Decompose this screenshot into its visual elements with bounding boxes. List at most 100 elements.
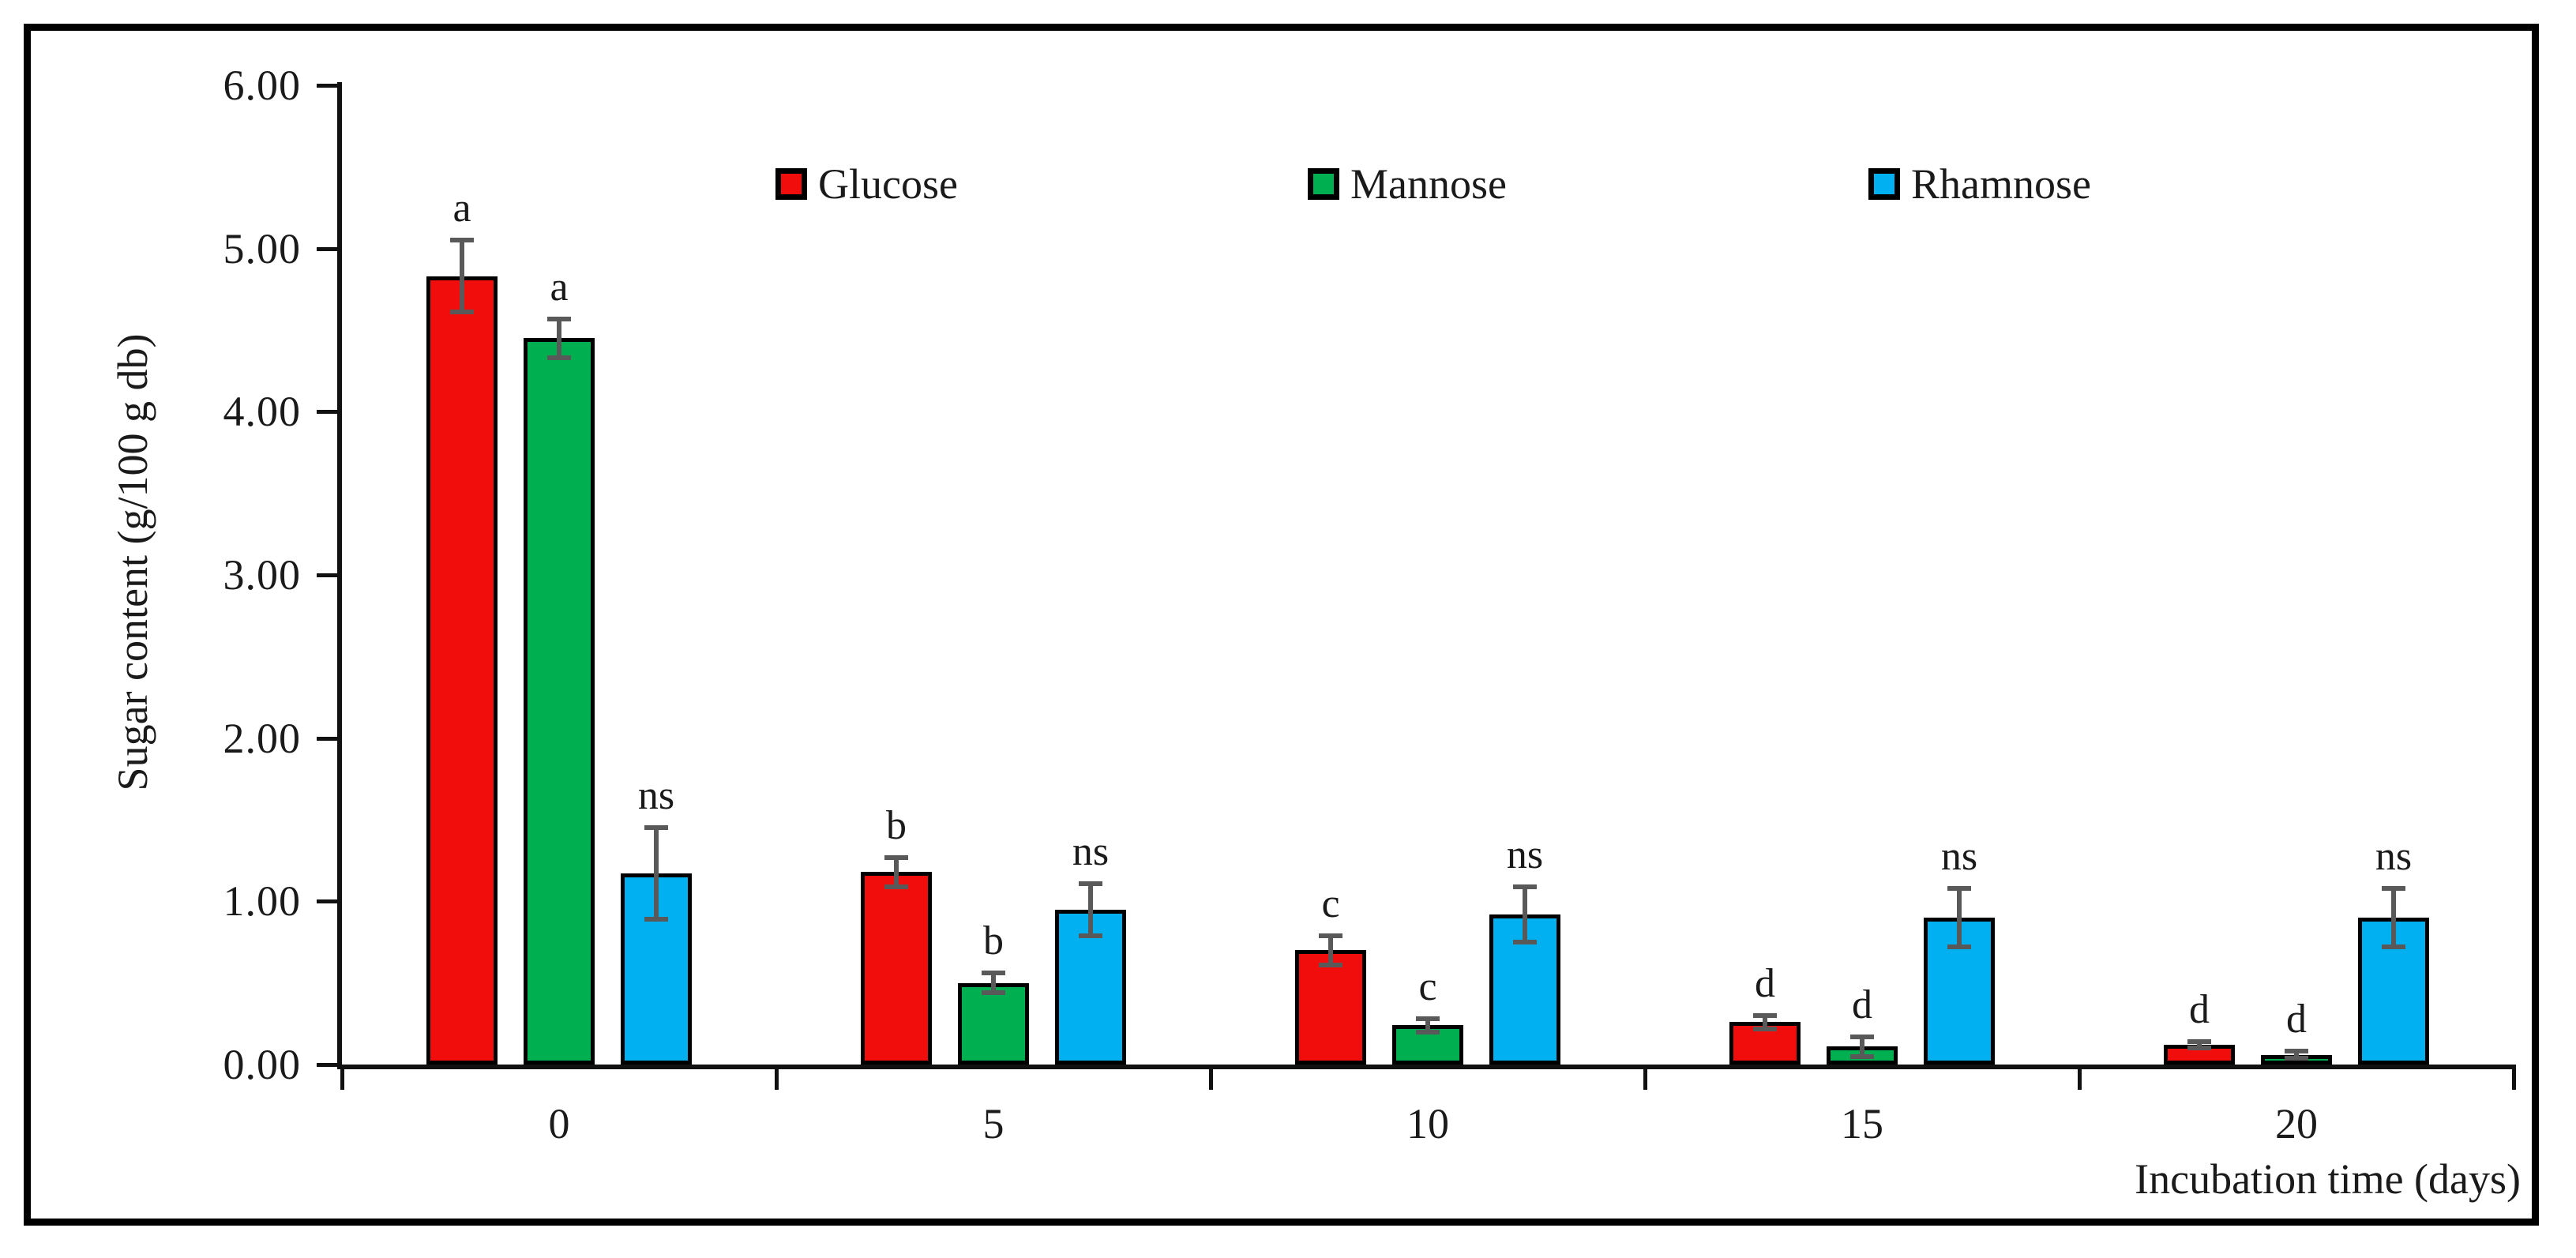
x-category-label: 10 xyxy=(1406,1100,1449,1147)
bar-glucose-0 xyxy=(426,276,498,1065)
x-axis-line xyxy=(342,1065,2514,1069)
error-bar-cap-bottom xyxy=(2187,1046,2211,1051)
error-bar-cap-top xyxy=(2382,885,2405,891)
y-axis-line xyxy=(337,82,342,1069)
error-bar-cap-top xyxy=(982,971,1005,976)
error-bar-cap-bottom xyxy=(644,917,668,922)
error-bar-cap-bottom xyxy=(2285,1055,2308,1061)
error-bar-cap-top xyxy=(1753,1013,1777,1018)
error-bar-cap-top xyxy=(884,854,908,860)
error-bar-cap-bottom xyxy=(982,990,1005,996)
x-tick xyxy=(1643,1065,1647,1090)
error-bar-cap-bottom xyxy=(1947,944,1971,950)
error-bar-line xyxy=(894,857,899,887)
x-category-label: 5 xyxy=(982,1100,1004,1147)
error-bar-cap-top xyxy=(1947,885,1971,891)
legend-label: Glucose xyxy=(818,160,958,208)
legend-item-rhamnose: Rhamnose xyxy=(1868,163,2091,205)
error-bar-cap-bottom xyxy=(884,884,908,889)
error-bar-cap-bottom xyxy=(2382,944,2405,950)
y-tick-label: 6.00 xyxy=(223,62,301,109)
bar-glucose-10 xyxy=(1295,950,1366,1065)
significance-label: ns xyxy=(1940,833,1978,879)
y-tick xyxy=(317,899,337,904)
y-tick xyxy=(317,736,337,741)
error-bar-line xyxy=(1088,883,1093,936)
error-bar-line xyxy=(557,318,561,359)
x-category-label: 0 xyxy=(548,1100,570,1147)
bar-rhamnose-0 xyxy=(621,873,692,1065)
y-tick xyxy=(317,573,337,577)
error-bar-line xyxy=(1328,935,1333,965)
x-tick xyxy=(775,1065,779,1090)
legend-item-glucose: Glucose xyxy=(775,163,958,205)
error-bar-line xyxy=(991,973,996,993)
error-bar-cap-top xyxy=(450,238,474,243)
significance-label: c xyxy=(1321,881,1340,926)
x-category-label: 15 xyxy=(1841,1100,1883,1147)
error-bar-cap-top xyxy=(1513,884,1537,889)
significance-label: ns xyxy=(2375,833,2413,879)
error-bar-cap-bottom xyxy=(450,310,474,315)
y-tick-label: 3.00 xyxy=(223,551,301,599)
x-tick xyxy=(340,1065,344,1090)
y-tick xyxy=(317,84,337,88)
error-bar-cap-bottom xyxy=(1319,962,1342,967)
significance-label: ns xyxy=(1072,828,1110,874)
significance-label: b xyxy=(983,918,1004,964)
error-bar-cap-bottom xyxy=(1079,933,1102,938)
error-bar-cap-top xyxy=(2187,1039,2211,1045)
x-axis-title: Incubation time (days) xyxy=(2135,1155,2521,1203)
legend-label: Mannose xyxy=(1350,160,1507,208)
y-tick-label: 1.00 xyxy=(223,877,301,926)
x-tick xyxy=(1209,1065,1213,1090)
error-bar-line xyxy=(460,240,464,313)
legend-item-mannose: Mannose xyxy=(1308,163,1507,205)
error-bar-cap-bottom xyxy=(547,355,571,361)
error-bar-line xyxy=(654,828,659,920)
y-tick xyxy=(317,246,337,251)
bar-mannose-5 xyxy=(958,982,1029,1065)
error-bar-cap-bottom xyxy=(1513,940,1537,944)
significance-label: d xyxy=(2286,997,2307,1042)
error-bar-line xyxy=(1763,1016,1767,1029)
error-bar-line xyxy=(2391,888,2396,948)
x-tick xyxy=(2078,1065,2082,1090)
error-bar-cap-bottom xyxy=(1416,1029,1440,1035)
error-bar-cap-top xyxy=(2285,1049,2308,1054)
significance-label: d xyxy=(1755,961,1775,1006)
y-tick-label: 2.00 xyxy=(223,714,301,762)
error-bar-line xyxy=(1425,1019,1430,1032)
bar-mannose-0 xyxy=(524,338,595,1065)
error-bar-cap-bottom xyxy=(1850,1053,1874,1059)
y-tick-label: 4.00 xyxy=(223,388,301,436)
error-bar-line xyxy=(1957,888,1962,948)
bar-glucose-5 xyxy=(861,872,932,1065)
significance-label: b xyxy=(886,802,907,848)
legend-label: Rhamnose xyxy=(1911,160,2091,208)
x-category-label: 20 xyxy=(2275,1100,2318,1147)
y-axis-title: Sugar content (g/100 g db) xyxy=(109,333,156,791)
legend-marker-rhamnose-icon xyxy=(1868,168,1900,200)
error-bar-line xyxy=(2294,1051,2299,1058)
legend-marker-glucose-icon xyxy=(775,168,807,200)
x-tick xyxy=(2512,1065,2516,1090)
y-tick-label: 5.00 xyxy=(223,224,301,272)
legend-marker-mannose-icon xyxy=(1308,168,1339,200)
significance-label: c xyxy=(1418,964,1437,1010)
error-bar-cap-top xyxy=(644,825,668,831)
significance-label: d xyxy=(1852,982,1872,1027)
error-bar-line xyxy=(2197,1042,2202,1049)
significance-label: ns xyxy=(1506,832,1544,877)
error-bar-cap-top xyxy=(1319,933,1342,938)
significance-label: a xyxy=(452,186,471,231)
y-tick-label: 0.00 xyxy=(223,1041,301,1088)
significance-label: a xyxy=(550,264,569,310)
y-tick xyxy=(317,410,337,415)
error-bar-cap-top xyxy=(1416,1016,1440,1022)
error-bar-cap-top xyxy=(1079,881,1102,886)
figure-border-frame xyxy=(24,24,2539,1226)
significance-label: d xyxy=(2189,987,2210,1033)
y-tick xyxy=(317,1063,337,1067)
